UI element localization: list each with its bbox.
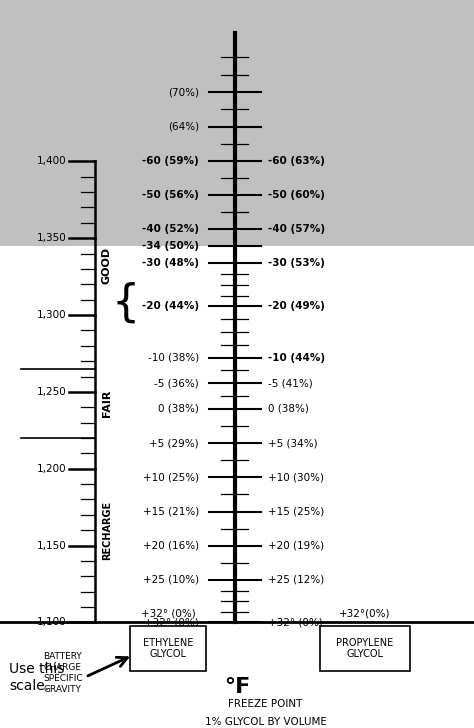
Text: BATTERY
CHARGE
SPECIFIC
GRAVITY: BATTERY CHARGE SPECIFIC GRAVITY: [43, 652, 82, 694]
Text: -40 (52%): -40 (52%): [142, 224, 199, 234]
Text: 0 (38%): 0 (38%): [268, 404, 309, 414]
Text: 1,100: 1,100: [36, 617, 66, 628]
Text: -60 (59%): -60 (59%): [142, 157, 199, 166]
Text: 0 (38%): 0 (38%): [158, 404, 199, 414]
Text: +32° (0%): +32° (0%): [268, 617, 323, 628]
Text: (64%): (64%): [168, 122, 199, 132]
Text: -10 (44%): -10 (44%): [268, 352, 325, 363]
Text: Use this
scale.: Use this scale.: [9, 662, 65, 692]
Bar: [0, 0, 474, 246]
Text: +32°(0%): +32°(0%): [339, 609, 391, 619]
Text: -5 (36%): -5 (36%): [155, 378, 199, 388]
Text: GOOD: GOOD: [101, 247, 112, 284]
Text: 1,350: 1,350: [36, 233, 66, 243]
Text: -40 (57%): -40 (57%): [268, 224, 325, 234]
Text: +32° (0%): +32° (0%): [141, 609, 196, 619]
Text: +25 (10%): +25 (10%): [143, 575, 199, 585]
Text: -50 (60%): -50 (60%): [268, 190, 325, 200]
Text: -20 (49%): -20 (49%): [268, 301, 325, 312]
Text: 1,150: 1,150: [36, 541, 66, 550]
Text: +5 (29%): +5 (29%): [149, 438, 199, 448]
Text: -34 (50%): -34 (50%): [142, 241, 199, 251]
Text: (70%): (70%): [168, 87, 199, 98]
Text: -20 (44%): -20 (44%): [142, 301, 199, 312]
Text: +10 (25%): +10 (25%): [143, 472, 199, 483]
Text: +15 (25%): +15 (25%): [268, 507, 324, 517]
Text: 1,400: 1,400: [36, 157, 66, 166]
Text: +20 (16%): +20 (16%): [143, 541, 199, 551]
Text: +32° (0%): +32° (0%): [144, 617, 199, 628]
Text: +20 (19%): +20 (19%): [268, 541, 324, 551]
Text: {: {: [111, 282, 140, 325]
Text: -60 (63%): -60 (63%): [268, 157, 325, 166]
Text: -30 (53%): -30 (53%): [268, 258, 325, 269]
Text: FAIR: FAIR: [101, 389, 112, 417]
Text: 1,200: 1,200: [36, 464, 66, 474]
Text: -50 (56%): -50 (56%): [142, 190, 199, 200]
Text: RECHARGE: RECHARGE: [101, 501, 112, 560]
Text: °F: °F: [224, 677, 250, 697]
Text: ETHYLENE
GLYCOL: ETHYLENE GLYCOL: [143, 638, 193, 660]
Text: -5 (41%): -5 (41%): [268, 378, 312, 388]
Text: +5 (34%): +5 (34%): [268, 438, 318, 448]
Text: +15 (21%): +15 (21%): [143, 507, 199, 517]
Text: 1% GLYCOL BY VOLUME: 1% GLYCOL BY VOLUME: [204, 717, 327, 727]
Text: 1,250: 1,250: [36, 387, 66, 397]
Text: -10 (38%): -10 (38%): [148, 352, 199, 363]
Text: +25 (12%): +25 (12%): [268, 575, 324, 585]
Bar: [320, 626, 410, 671]
Text: -30 (48%): -30 (48%): [142, 258, 199, 269]
Text: FREEZE POINT: FREEZE POINT: [228, 699, 302, 709]
Text: +10 (30%): +10 (30%): [268, 472, 324, 483]
Text: PROPYLENE
GLYCOL: PROPYLENE GLYCOL: [337, 638, 393, 660]
Bar: [130, 626, 206, 671]
Text: 1,300: 1,300: [36, 310, 66, 320]
